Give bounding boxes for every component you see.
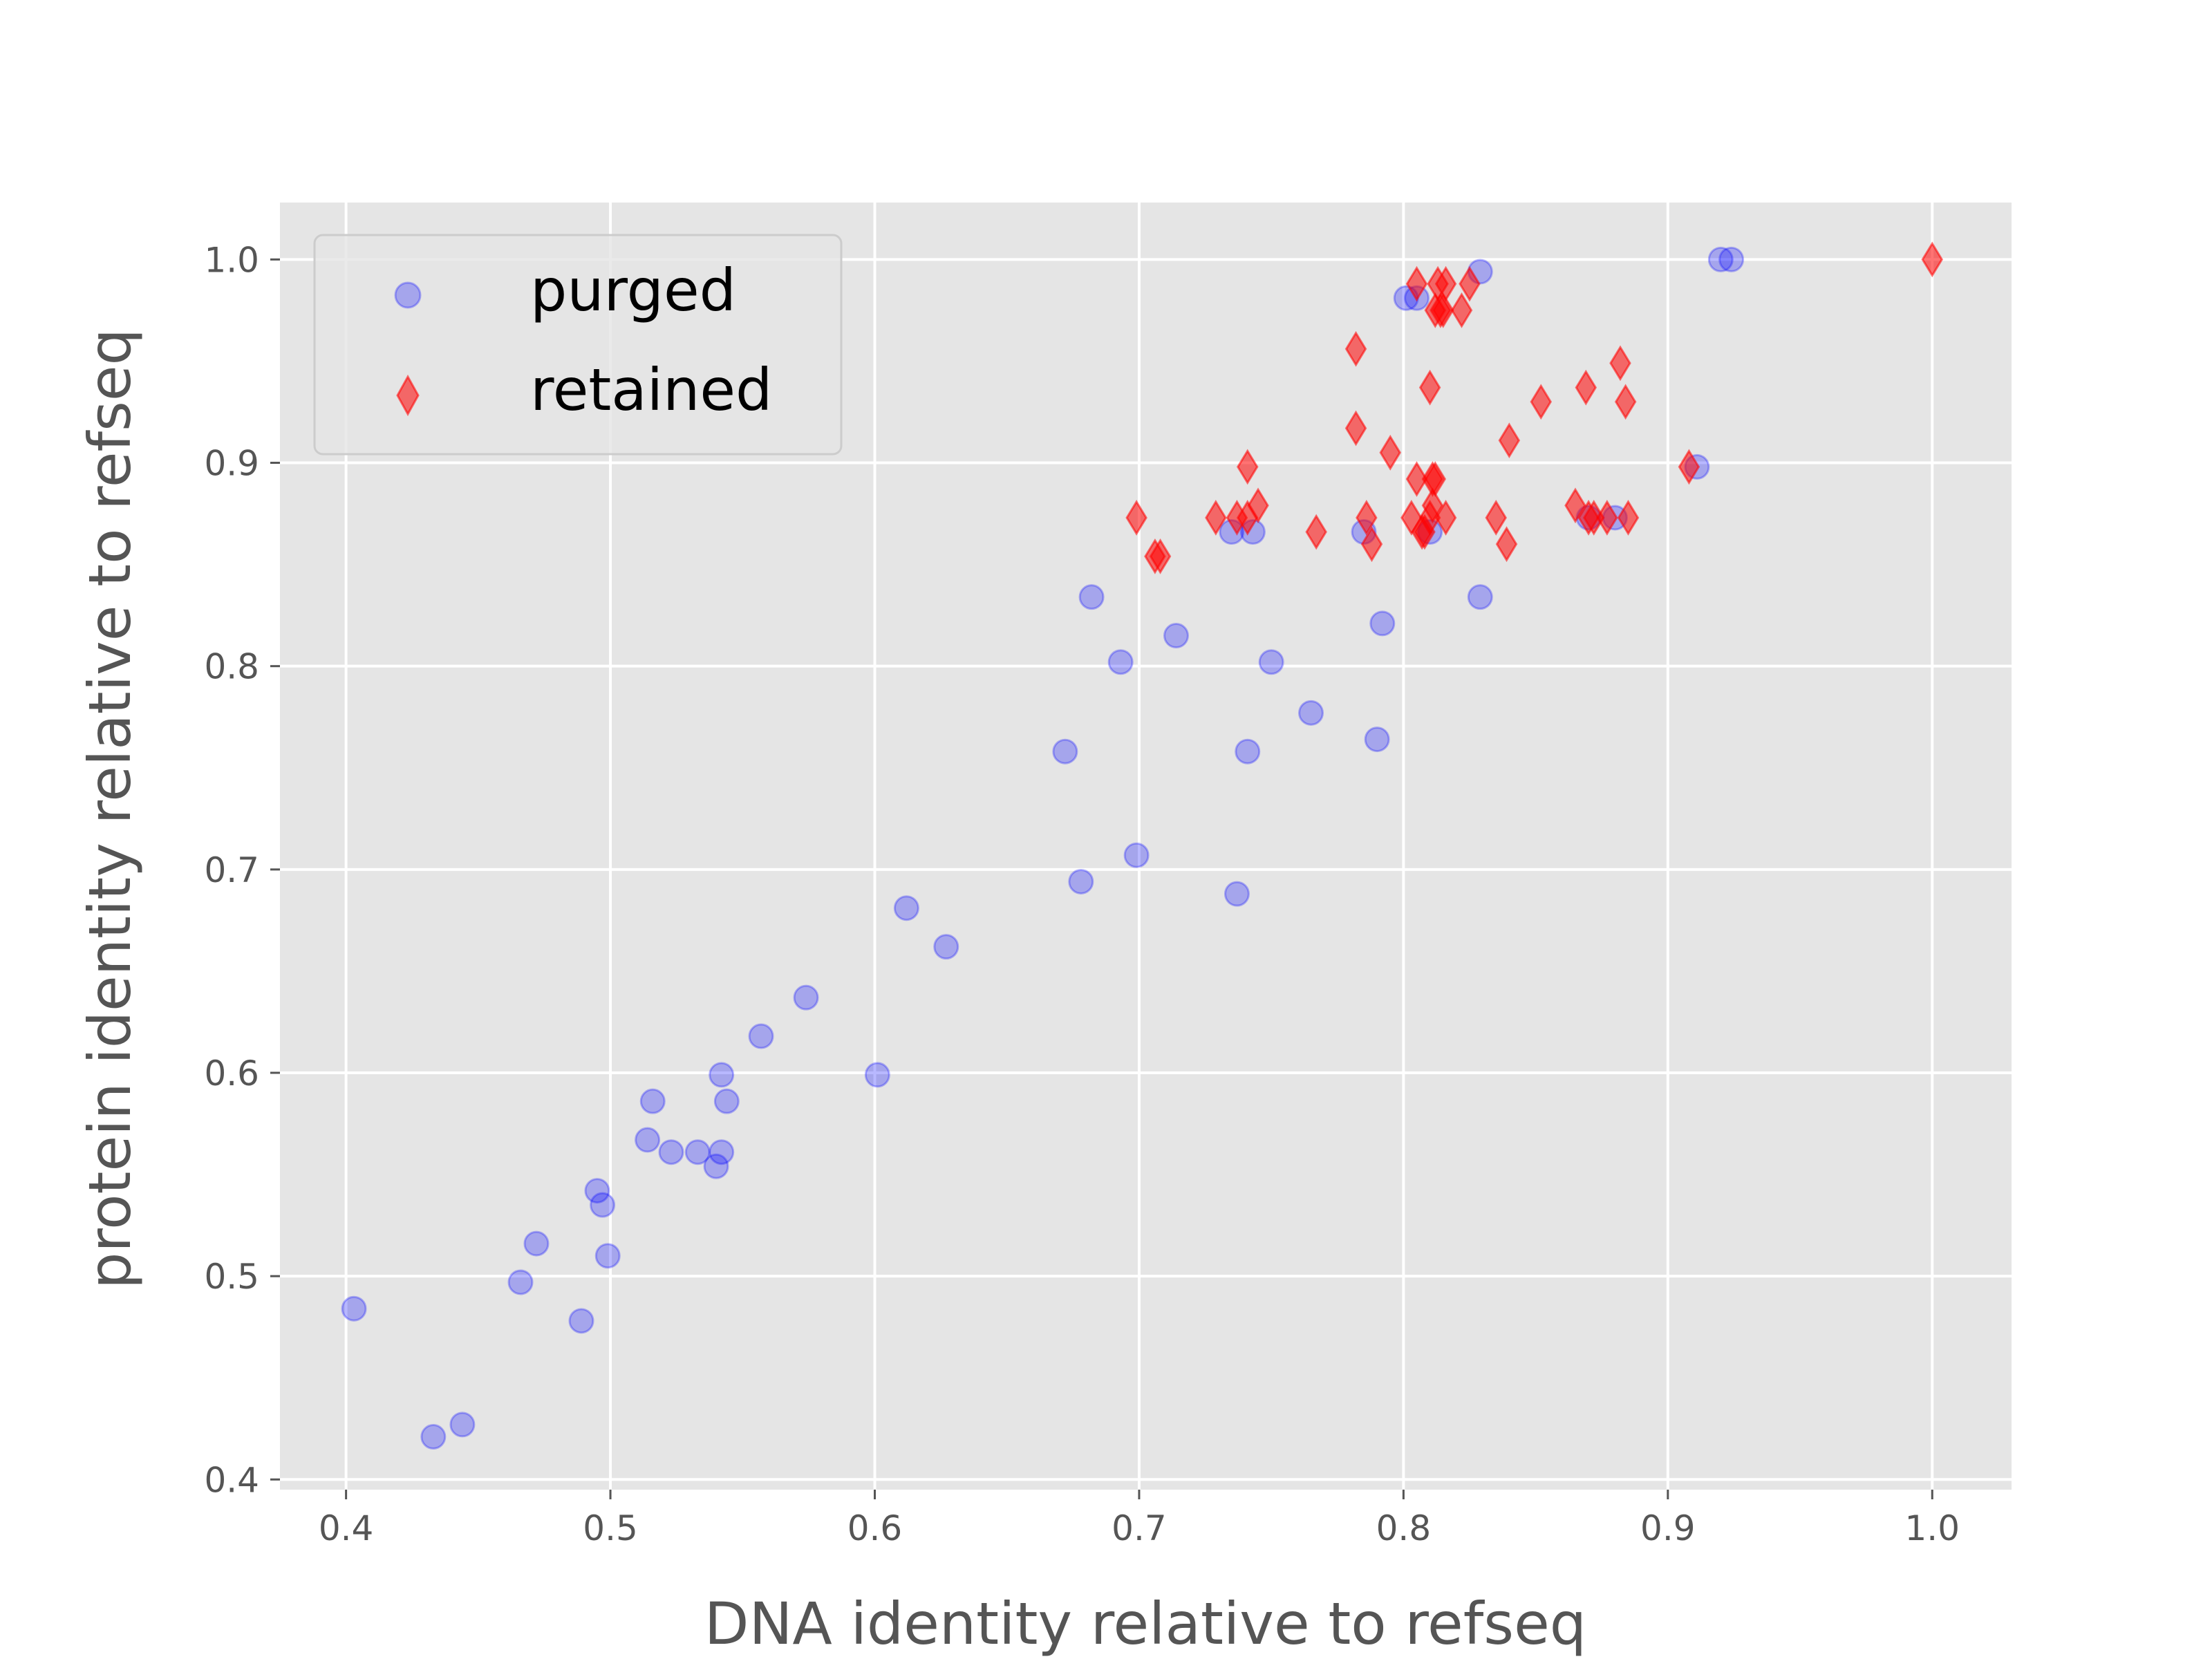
data-point-retained (1421, 487, 1444, 524)
x-tick-label: 0.9 (1640, 1508, 1696, 1548)
legend: purged retained (313, 234, 843, 456)
data-point-retained (1609, 345, 1631, 382)
data-point-retained (1432, 292, 1454, 328)
data-point-purged (1298, 700, 1324, 726)
y-tick-label: 0.7 (204, 850, 259, 890)
data-point-retained (1125, 500, 1147, 536)
data-point-purged (449, 1412, 476, 1438)
data-point-retained (1344, 330, 1367, 367)
y-tick-label: 0.5 (204, 1257, 259, 1297)
data-point-retained (1434, 265, 1457, 302)
data-point-retained (1530, 384, 1553, 420)
data-point-purged (748, 1023, 774, 1049)
data-point-purged (709, 1062, 735, 1088)
x-tick-label: 0.7 (1112, 1508, 1167, 1548)
legend-marker-purged (394, 281, 422, 309)
data-point-purged (523, 1230, 550, 1257)
data-point-purged (1123, 842, 1150, 868)
data-point-purged (1078, 584, 1105, 610)
data-point-purged (590, 1192, 616, 1218)
data-point-retained (1305, 514, 1327, 550)
x-tick-label: 0.6 (847, 1508, 903, 1548)
data-point-purged (635, 1127, 661, 1153)
data-point-purged (639, 1088, 666, 1114)
data-point-purged (893, 895, 919, 921)
data-point-retained (1360, 526, 1383, 563)
data-point-retained (1564, 487, 1586, 524)
data-point-purged (864, 1062, 890, 1088)
data-point-retained (1405, 461, 1428, 497)
data-point-retained (1450, 292, 1473, 328)
data-point-purged (684, 1139, 711, 1165)
data-point-purged (420, 1424, 447, 1450)
data-point-purged (713, 1088, 740, 1114)
data-point-purged (709, 1139, 735, 1165)
y-tick-label: 0.8 (204, 647, 259, 687)
data-point-purged (1258, 649, 1284, 675)
data-point-purged (703, 1153, 729, 1179)
data-point-retained (1921, 241, 1944, 278)
data-point-retained (1498, 422, 1521, 459)
x-tick-label: 0.8 (1376, 1508, 1432, 1548)
data-point-purged (793, 984, 819, 1011)
legend-label-retained: retained (530, 356, 772, 424)
legend-marker-retained (396, 374, 420, 417)
y-tick-label: 0.6 (204, 1053, 259, 1094)
data-point-retained (1434, 500, 1457, 536)
y-axis-ticks: 0.4 0.5 0.6 0.7 0.8 0.9 1.0 (204, 240, 280, 1500)
data-point-purged (568, 1308, 594, 1334)
data-point-retained (1149, 538, 1172, 574)
data-point-purged (658, 1139, 684, 1165)
data-point-retained (1485, 500, 1507, 536)
x-tick-label: 1.0 (1905, 1508, 1960, 1548)
data-point-retained (1424, 461, 1447, 497)
data-point-purged (594, 1243, 621, 1269)
y-tick-label: 0.4 (204, 1460, 259, 1500)
data-point-purged (1107, 649, 1134, 675)
data-point-purged (341, 1295, 367, 1322)
x-tick-label: 0.4 (319, 1508, 374, 1548)
data-point-retained (1236, 449, 1259, 485)
data-point-retained (1418, 369, 1441, 406)
data-point-purged (1707, 246, 1734, 272)
data-point-retained (1459, 265, 1481, 302)
data-point-purged (584, 1178, 610, 1204)
data-point-retained (1617, 500, 1640, 536)
x-tick-label: 0.5 (583, 1508, 638, 1548)
series-retained (1125, 241, 1944, 574)
data-point-purged (1235, 738, 1261, 765)
y-axis-title: protein identity relative to refseq (76, 328, 144, 1289)
legend-label-purged: purged (530, 256, 736, 324)
data-point-purged (1364, 727, 1390, 753)
data-point-purged (1052, 738, 1078, 765)
data-point-retained (1344, 410, 1367, 447)
data-point-purged (933, 934, 959, 960)
x-axis-title: DNA identity relative to refseq (704, 1590, 1586, 1658)
data-point-retained (1575, 369, 1597, 406)
data-point-purged (1068, 868, 1094, 894)
data-point-purged (1163, 623, 1189, 649)
data-point-retained (1678, 449, 1700, 485)
data-point-retained (1596, 500, 1618, 536)
data-point-purged (1369, 610, 1396, 637)
data-point-retained (1495, 526, 1518, 563)
y-tick-label: 1.0 (204, 240, 259, 280)
legend-frame (313, 234, 843, 456)
data-point-retained (1379, 434, 1402, 471)
data-point-purged (1467, 584, 1493, 610)
data-point-purged (1224, 881, 1250, 907)
data-point-retained (1356, 500, 1378, 536)
data-point-retained (1405, 265, 1428, 302)
grid-lines (280, 203, 2012, 1490)
x-axis-ticks: 0.4 0.5 0.6 0.7 0.8 0.9 1.0 (319, 1490, 1960, 1548)
y-tick-label: 0.9 (204, 444, 259, 484)
data-point-retained (1614, 384, 1637, 420)
data-point-purged (1718, 246, 1745, 272)
data-point-retained (1247, 487, 1269, 524)
data-point-purged (507, 1269, 534, 1295)
data-point-retained (1205, 500, 1227, 536)
